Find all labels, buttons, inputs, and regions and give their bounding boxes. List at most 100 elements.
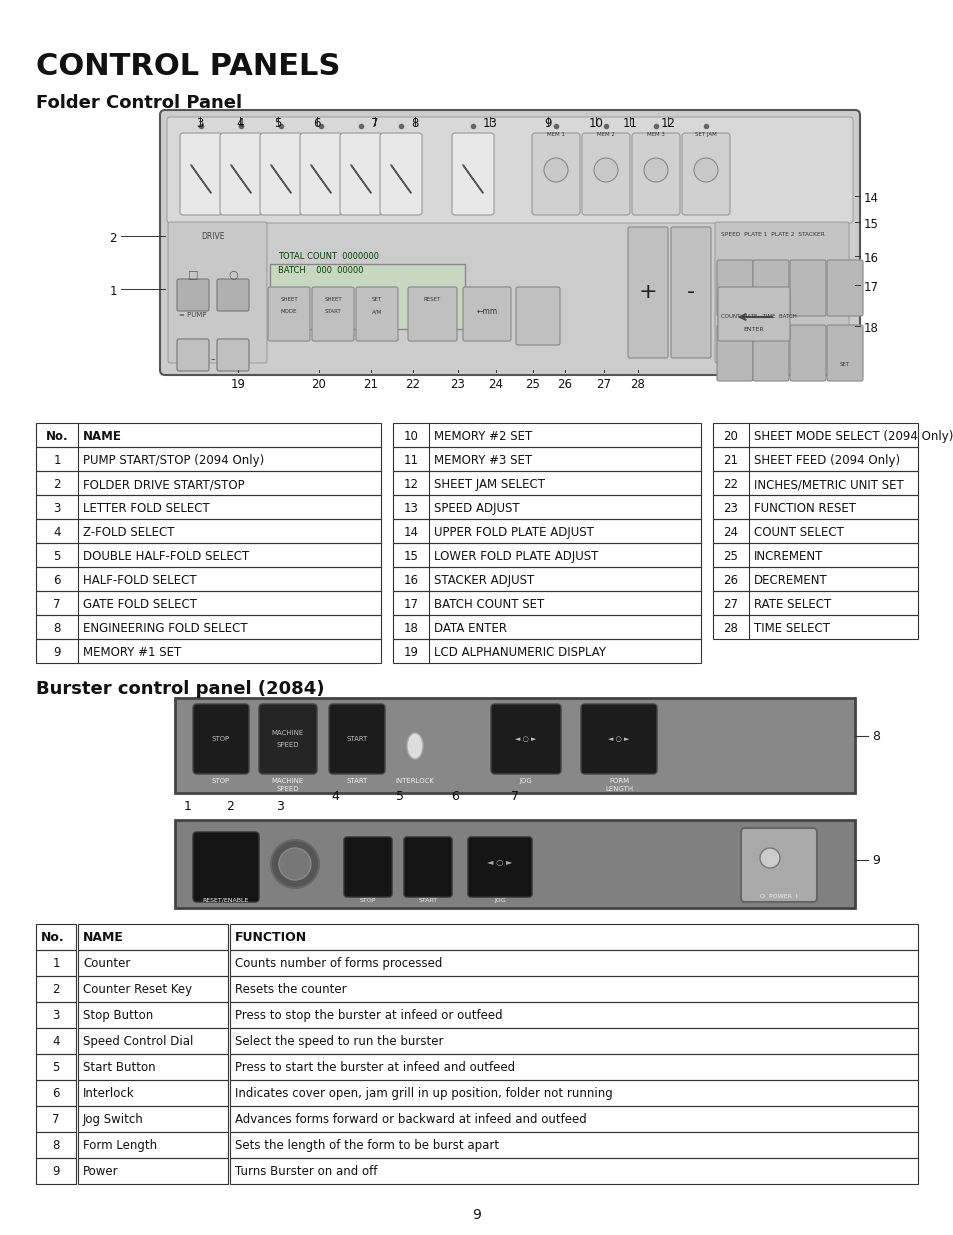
Text: FOLDER DRIVE START/STOP: FOLDER DRIVE START/STOP <box>83 478 244 492</box>
Text: STOP: STOP <box>359 898 375 903</box>
Bar <box>230 924 917 950</box>
Bar <box>230 1107 917 1132</box>
Bar <box>78 1158 228 1184</box>
Bar <box>712 567 917 592</box>
Text: 6: 6 <box>451 790 458 803</box>
Bar <box>78 1107 228 1132</box>
FancyBboxPatch shape <box>718 287 789 341</box>
Ellipse shape <box>407 734 422 760</box>
Text: 27: 27 <box>596 378 611 391</box>
Text: □: □ <box>188 269 198 279</box>
Text: 20: 20 <box>722 430 738 443</box>
FancyBboxPatch shape <box>580 704 657 774</box>
Text: RATE SELECT: RATE SELECT <box>753 598 830 611</box>
Text: LETTER FOLD SELECT: LETTER FOLD SELECT <box>83 501 210 515</box>
Text: 8: 8 <box>871 730 879 743</box>
Text: Z-FOLD SELECT: Z-FOLD SELECT <box>83 526 174 538</box>
Bar <box>36 543 380 567</box>
Text: INTERLOCK: INTERLOCK <box>395 778 434 784</box>
Bar <box>230 1053 917 1079</box>
FancyBboxPatch shape <box>220 133 262 215</box>
Bar <box>230 1158 917 1184</box>
Text: SPEED ADJUST: SPEED ADJUST <box>434 501 519 515</box>
Bar <box>78 1079 228 1107</box>
Text: SET JAM: SET JAM <box>695 132 716 137</box>
Text: 6: 6 <box>313 117 320 130</box>
Text: 24: 24 <box>722 526 738 538</box>
FancyBboxPatch shape <box>408 287 456 341</box>
Text: MEM 1: MEM 1 <box>546 132 564 137</box>
Text: RESET/ENABLE: RESET/ENABLE <box>203 898 249 903</box>
Text: MODE: MODE <box>280 309 297 314</box>
Text: 12: 12 <box>659 117 675 130</box>
FancyBboxPatch shape <box>312 287 354 341</box>
FancyBboxPatch shape <box>177 338 209 370</box>
Text: SET: SET <box>839 362 849 367</box>
Text: SHEET JAM SELECT: SHEET JAM SELECT <box>434 478 544 492</box>
FancyBboxPatch shape <box>532 133 579 215</box>
Text: Press to start the burster at infeed and outfeed: Press to start the burster at infeed and… <box>234 1061 515 1074</box>
FancyBboxPatch shape <box>681 133 729 215</box>
Bar <box>393 447 700 471</box>
Text: 17: 17 <box>863 282 878 294</box>
Text: MEM 3: MEM 3 <box>646 132 664 137</box>
Text: 15: 15 <box>863 219 878 231</box>
Text: 17: 17 <box>403 598 418 611</box>
Text: STOP: STOP <box>212 778 230 784</box>
Bar <box>78 1132 228 1158</box>
Text: DECREMENT: DECREMENT <box>753 574 827 587</box>
Text: 9: 9 <box>472 1208 481 1221</box>
Text: 4: 4 <box>52 1035 60 1049</box>
Text: 2: 2 <box>53 478 61 492</box>
Text: STOP: STOP <box>212 736 230 742</box>
FancyBboxPatch shape <box>826 261 862 316</box>
Text: Stop Button: Stop Button <box>83 1009 153 1023</box>
Bar <box>36 1002 76 1028</box>
Text: MEM 2: MEM 2 <box>597 132 615 137</box>
FancyBboxPatch shape <box>160 110 859 375</box>
Text: 16: 16 <box>403 574 418 587</box>
Text: 12: 12 <box>403 478 418 492</box>
Text: INCREMENT: INCREMENT <box>753 550 822 563</box>
Text: DRIVE: DRIVE <box>201 232 225 241</box>
Bar <box>36 1107 76 1132</box>
Bar <box>230 1028 917 1053</box>
FancyBboxPatch shape <box>752 261 788 316</box>
Text: INCHES/METRIC UNIT SET: INCHES/METRIC UNIT SET <box>753 478 902 492</box>
Text: Indicates cover open, jam grill in up position, folder not running: Indicates cover open, jam grill in up po… <box>234 1087 612 1100</box>
Text: ENTER: ENTER <box>743 327 763 332</box>
Text: Turns Burster on and off: Turns Burster on and off <box>234 1165 377 1178</box>
Text: 16: 16 <box>863 252 878 266</box>
FancyBboxPatch shape <box>339 133 381 215</box>
Circle shape <box>760 848 780 868</box>
Bar <box>78 924 228 950</box>
Text: DOUBLE HALF-FOLD SELECT: DOUBLE HALF-FOLD SELECT <box>83 550 249 563</box>
Bar <box>393 519 700 543</box>
Text: 4: 4 <box>331 790 338 803</box>
Text: NAME: NAME <box>83 430 122 443</box>
Text: +: + <box>638 282 657 303</box>
Bar <box>36 424 380 447</box>
Text: RESET: RESET <box>423 296 440 303</box>
Text: SET: SET <box>372 296 381 303</box>
Text: 22: 22 <box>722 478 738 492</box>
Text: 20: 20 <box>312 378 326 391</box>
Text: 5: 5 <box>274 117 281 130</box>
Bar <box>230 1002 917 1028</box>
Text: 10: 10 <box>588 117 603 130</box>
Bar <box>230 1132 917 1158</box>
Text: SPEED: SPEED <box>276 742 299 748</box>
Bar <box>712 471 917 495</box>
Text: Power: Power <box>83 1165 118 1178</box>
FancyBboxPatch shape <box>177 279 209 311</box>
Text: TIME SELECT: TIME SELECT <box>753 622 829 635</box>
FancyArrow shape <box>391 164 411 193</box>
Bar <box>393 495 700 519</box>
Text: -: - <box>686 282 695 303</box>
FancyBboxPatch shape <box>193 704 249 774</box>
Text: COUNT SELECT: COUNT SELECT <box>753 526 843 538</box>
FancyBboxPatch shape <box>379 133 421 215</box>
FancyBboxPatch shape <box>826 325 862 382</box>
Text: START: START <box>346 778 367 784</box>
Bar <box>78 950 228 976</box>
